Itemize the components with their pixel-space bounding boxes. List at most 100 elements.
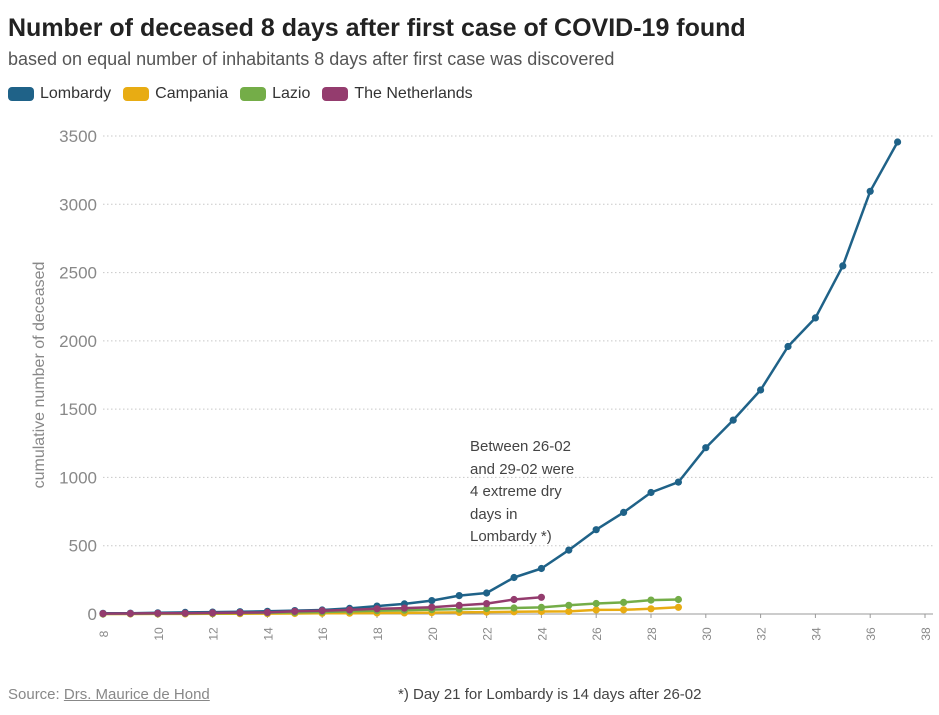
x-tick-label: 8 [97, 630, 111, 637]
y-tick-label: 1000 [59, 468, 97, 487]
annotation-line: Between 26-02 [470, 438, 571, 455]
y-tick-label: 1500 [59, 400, 97, 419]
data-point-lombardy [674, 478, 683, 486]
data-point-the-netherlands [99, 610, 107, 618]
annotation-line: days in [470, 505, 518, 523]
data-point-campania [647, 605, 655, 613]
y-axis: 0 500 1000 1500 2000 2500 3000 3500 [59, 127, 97, 624]
data-point-lombardy [894, 138, 902, 146]
data-point-the-netherlands [510, 595, 518, 604]
data-point-lombardy [811, 314, 820, 322]
legend-swatch-campania [123, 87, 150, 101]
legend-swatch-netherlands [322, 87, 349, 101]
legend-label-campania: Campania [155, 85, 229, 102]
data-point-campania [592, 606, 600, 614]
data-point-the-netherlands [400, 604, 408, 612]
data-point-the-netherlands [154, 609, 162, 617]
legend-label-lombardy: Lombardy [40, 85, 112, 102]
data-point-campania [565, 607, 573, 616]
x-tick-label: 32 [755, 627, 769, 641]
data-point-the-netherlands [455, 601, 463, 610]
data-point-lazio [565, 601, 573, 609]
x-tick-label: 38 [919, 627, 933, 641]
source-prefix: Source: [8, 686, 64, 703]
y-tick-label: 3500 [59, 127, 97, 146]
data-point-the-netherlands [126, 609, 134, 618]
data-point-the-netherlands [428, 603, 436, 611]
data-point-lombardy [537, 564, 546, 573]
data-point-lombardy [784, 342, 792, 351]
legend-item-lazio[interactable]: Lazio [240, 85, 310, 103]
legend-label-netherlands: The Netherlands [354, 85, 473, 102]
data-point-lombardy [455, 592, 463, 600]
legend-swatch-lazio [240, 87, 267, 101]
y-tick-label: 500 [69, 537, 97, 556]
legend-item-campania[interactable]: Campania [123, 85, 228, 103]
data-point-lazio [647, 596, 655, 604]
x-tick-label: 14 [261, 627, 275, 641]
data-point-lombardy [428, 597, 436, 605]
legend-item-netherlands[interactable]: The Netherlands [322, 85, 473, 103]
source-credit: Source: Drs. Maurice de Hond [8, 686, 210, 703]
data-point-lazio [592, 599, 600, 608]
data-point-lombardy [729, 416, 737, 424]
footnote: *) Day 21 for Lombardy is 14 days after … [398, 686, 702, 703]
data-point-the-netherlands [236, 609, 244, 617]
x-tick-label: 10 [152, 627, 166, 641]
data-point-the-netherlands [537, 593, 546, 601]
data-point-the-netherlands [318, 607, 326, 615]
annotation-line: and 29-02 were [470, 460, 575, 478]
x-tick-label: 22 [481, 627, 495, 641]
data-point-the-netherlands [483, 600, 491, 608]
series-lines [99, 138, 902, 618]
x-tick-label: 34 [809, 627, 823, 641]
data-point-the-netherlands [291, 607, 299, 615]
x-tick-label: 28 [645, 627, 659, 641]
x-tick-label: 24 [535, 627, 549, 641]
y-axis-label: cumulative number of deceased [31, 262, 48, 489]
data-point-lazio [510, 604, 518, 612]
annotation-line: 4 extreme dry [470, 483, 562, 500]
x-tick-label: 26 [590, 627, 604, 641]
data-point-lombardy [757, 386, 765, 394]
chart-title: Number of deceased 8 days after first ca… [8, 14, 746, 42]
y-tick-label: 2500 [59, 264, 97, 283]
data-point-lombardy [839, 262, 847, 270]
data-point-lombardy [702, 444, 710, 452]
data-point-lombardy [592, 526, 600, 534]
x-axis: 8 10 12 14 16 18 20 22 24 26 28 30 32 34 36 38 [97, 614, 933, 641]
data-point-lazio [537, 603, 546, 612]
x-tick-label: 20 [426, 627, 440, 641]
x-tick-label: 36 [864, 627, 878, 641]
legend-label-lazio: Lazio [272, 85, 311, 102]
data-point-campania [620, 606, 628, 614]
x-tick-label: 12 [207, 627, 221, 641]
data-point-lazio [674, 595, 683, 604]
legend-swatch-lombardy [8, 87, 34, 101]
source-link[interactable]: Drs. Maurice de Hond [63, 686, 210, 703]
y-tick-label: 3000 [59, 195, 97, 214]
data-point-lombardy [565, 546, 573, 554]
data-point-lazio [620, 598, 628, 607]
data-point-the-netherlands [346, 606, 354, 614]
y-tick-label: 0 [88, 605, 97, 624]
data-point-lombardy [647, 488, 655, 497]
x-tick-label: 30 [700, 627, 714, 641]
data-point-lombardy [510, 573, 518, 582]
legend: Lombardy Campania Lazio The Netherlands [8, 85, 485, 103]
data-point-the-netherlands [263, 608, 271, 617]
annotation-line: Lombardy *) [470, 528, 552, 545]
x-tick-label: 18 [371, 627, 385, 641]
data-point-lombardy [620, 508, 628, 516]
annotation-dry-days: Between 26-02 and 29-02 were 4 extreme d… [470, 436, 610, 549]
data-point-lombardy [866, 187, 874, 195]
data-point-lombardy [483, 589, 491, 597]
data-point-the-netherlands [209, 609, 217, 617]
data-point-the-netherlands [373, 605, 381, 613]
x-tick-label: 16 [316, 627, 330, 641]
data-point-campania [674, 603, 683, 611]
y-tick-label: 2000 [59, 332, 97, 351]
data-point-the-netherlands [181, 609, 189, 617]
legend-item-lombardy[interactable]: Lombardy [8, 85, 111, 103]
